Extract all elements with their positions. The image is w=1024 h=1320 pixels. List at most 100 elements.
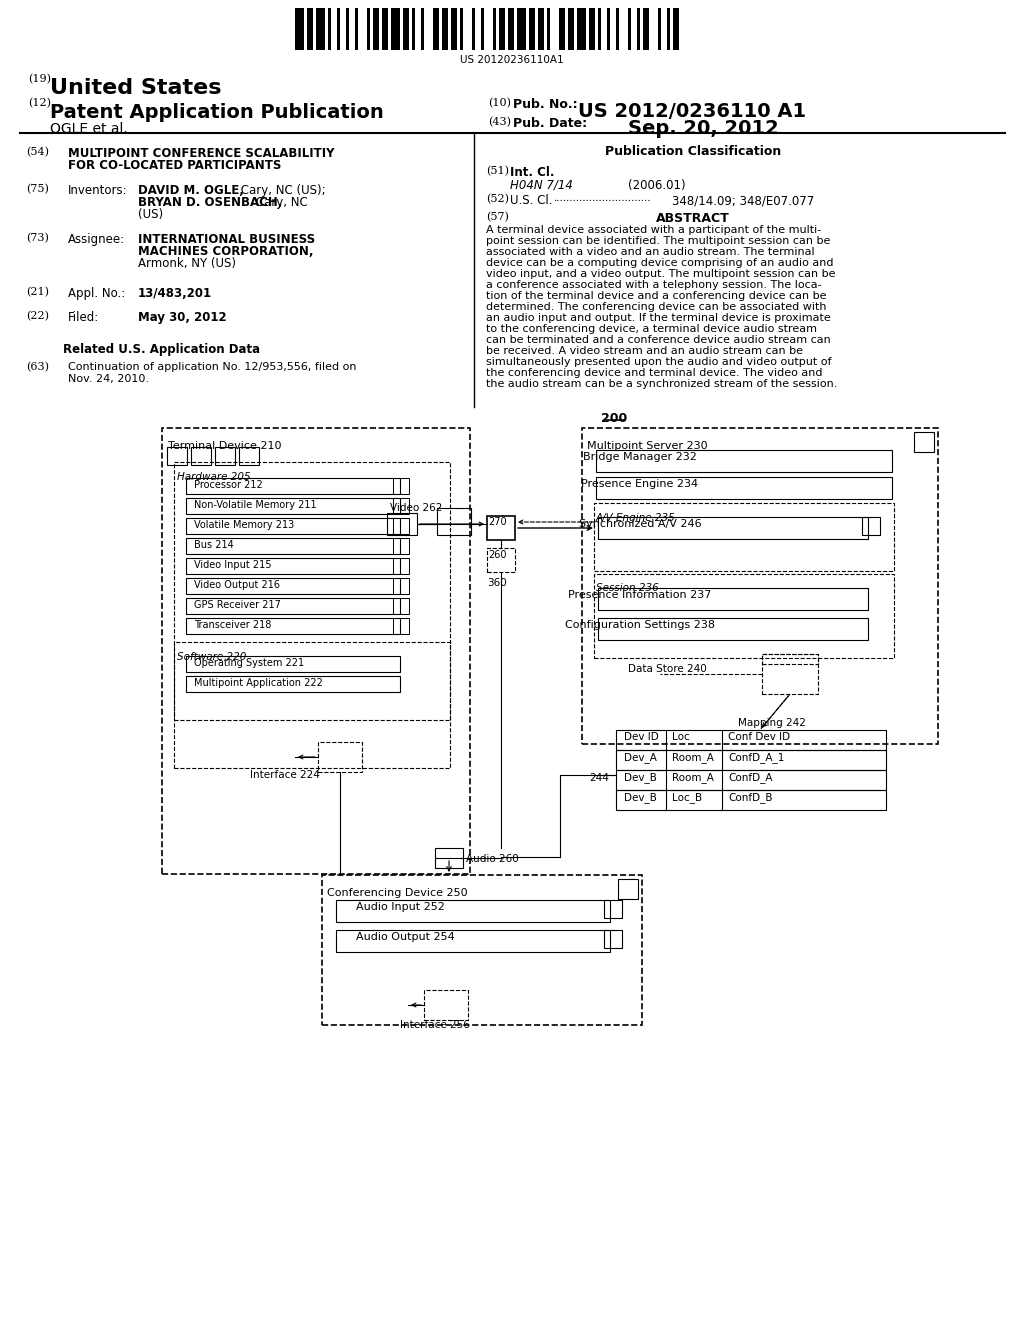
Text: Bus 214: Bus 214	[194, 540, 233, 550]
Bar	[577, 8, 586, 50]
Text: Nov. 24, 2010.: Nov. 24, 2010.	[68, 374, 150, 384]
Text: device can be a computing device comprising of an audio and: device can be a computing device compris…	[486, 257, 834, 268]
Text: Audio Input 252: Audio Input 252	[356, 902, 444, 912]
Bar	[594, 574, 894, 657]
Text: Appl. No.:: Appl. No.:	[68, 286, 125, 300]
Bar	[604, 931, 622, 948]
Text: (52): (52)	[486, 194, 509, 205]
Text: MULTIPOINT CONFERENCE SCALABILITIY: MULTIPOINT CONFERENCE SCALABILITIY	[68, 147, 335, 160]
Text: Dev_A: Dev_A	[624, 752, 656, 763]
Bar	[295, 8, 304, 50]
Bar	[598, 8, 601, 50]
Text: ABSTRACT: ABSTRACT	[656, 213, 730, 224]
Text: simultaneously presented upon the audio and video output of: simultaneously presented upon the audio …	[486, 356, 831, 367]
Text: BRYAN D. OSENBACH,: BRYAN D. OSENBACH,	[138, 195, 283, 209]
Bar	[616, 8, 618, 50]
Bar	[186, 498, 400, 513]
Bar	[493, 8, 496, 50]
Text: (21): (21)	[26, 286, 49, 297]
Text: Bridge Manager 232: Bridge Manager 232	[583, 451, 697, 462]
Text: 200: 200	[601, 412, 627, 425]
Bar	[616, 789, 886, 810]
Text: Mapping 242: Mapping 242	[738, 718, 806, 729]
Text: tion of the terminal device and a conferencing device can be: tion of the terminal device and a confer…	[486, 290, 826, 301]
Text: Dev_B: Dev_B	[624, 772, 656, 783]
Text: Video Output 216: Video Output 216	[194, 579, 280, 590]
Text: (19): (19)	[28, 74, 51, 84]
Text: OGLE et al.: OGLE et al.	[50, 121, 128, 136]
Text: can be terminated and a conference device audio stream can: can be terminated and a conference devic…	[486, 335, 830, 345]
Text: Conferencing Device 250: Conferencing Device 250	[327, 888, 468, 898]
Bar	[167, 447, 187, 465]
Bar	[367, 8, 370, 50]
Bar	[538, 8, 544, 50]
Bar	[186, 618, 400, 634]
Text: video input, and a video output. The multipoint session can be: video input, and a video output. The mul…	[486, 269, 836, 279]
Bar	[914, 432, 934, 451]
Text: a conference associated with a telephony session. The loca-: a conference associated with a telephony…	[486, 280, 821, 290]
Text: Non-Volatile Memory 211: Non-Volatile Memory 211	[194, 500, 316, 510]
Bar	[346, 8, 349, 50]
Text: be received. A video stream and an audio stream can be: be received. A video stream and an audio…	[486, 346, 803, 356]
Bar	[637, 8, 640, 50]
Bar	[186, 539, 400, 554]
Text: (73): (73)	[26, 234, 49, 243]
Text: (2006.01): (2006.01)	[628, 180, 686, 191]
Bar	[336, 931, 610, 952]
Text: Configuration Settings 238: Configuration Settings 238	[565, 620, 715, 630]
Bar	[393, 578, 409, 594]
Bar	[393, 539, 409, 554]
Text: Session 236: Session 236	[596, 583, 658, 593]
Text: point session can be identified. The multipoint session can be: point session can be identified. The mul…	[486, 236, 830, 246]
Text: Transceiver 218: Transceiver 218	[194, 620, 271, 630]
Text: Dev_B: Dev_B	[624, 792, 656, 803]
Bar	[393, 478, 409, 494]
Text: 260: 260	[488, 550, 507, 560]
Text: the conferencing device and terminal device. The video and: the conferencing device and terminal dev…	[486, 368, 822, 378]
Bar	[508, 8, 514, 50]
Bar	[628, 8, 631, 50]
Text: to the conferencing device, a terminal device audio stream: to the conferencing device, a terminal d…	[486, 323, 817, 334]
Bar	[487, 516, 515, 540]
Bar	[596, 477, 892, 499]
Bar	[186, 656, 400, 672]
Bar	[322, 875, 642, 1026]
Bar	[215, 447, 234, 465]
Bar	[762, 653, 818, 664]
Bar	[316, 8, 325, 50]
Text: (63): (63)	[26, 362, 49, 372]
Text: U.S. Cl.: U.S. Cl.	[510, 194, 553, 207]
Bar	[547, 8, 550, 50]
Bar	[762, 653, 818, 694]
Text: Related U.S. Application Data: Related U.S. Application Data	[63, 343, 260, 356]
Bar	[328, 8, 331, 50]
Bar	[393, 498, 409, 513]
Text: Inventors:: Inventors:	[68, 183, 128, 197]
Text: Loc: Loc	[672, 733, 690, 742]
Text: Volatile Memory 213: Volatile Memory 213	[194, 520, 294, 531]
Text: 244: 244	[589, 774, 609, 783]
Text: Cary, NC (US);: Cary, NC (US);	[237, 183, 326, 197]
Text: associated with a video and an audio stream. The terminal: associated with a video and an audio str…	[486, 247, 815, 257]
Text: 13/483,201: 13/483,201	[138, 286, 212, 300]
Text: ConfD_A: ConfD_A	[728, 772, 772, 783]
Bar	[186, 676, 400, 692]
Bar	[437, 508, 471, 535]
Bar	[391, 8, 400, 50]
Bar	[598, 618, 868, 640]
Text: 270: 270	[488, 517, 507, 527]
Bar	[393, 558, 409, 574]
Bar	[186, 598, 400, 614]
Text: Audio 260: Audio 260	[466, 854, 519, 865]
Text: (US): (US)	[138, 209, 163, 220]
Bar	[393, 598, 409, 614]
Text: Audio Output 254: Audio Output 254	[356, 932, 455, 942]
Text: A/V Engine 235: A/V Engine 235	[596, 513, 676, 523]
Bar	[862, 517, 880, 535]
Text: (54): (54)	[26, 147, 49, 157]
Text: (12): (12)	[28, 98, 51, 108]
Bar	[658, 8, 662, 50]
Bar	[239, 447, 259, 465]
Text: Hardware 205: Hardware 205	[177, 473, 251, 482]
Bar	[598, 587, 868, 610]
